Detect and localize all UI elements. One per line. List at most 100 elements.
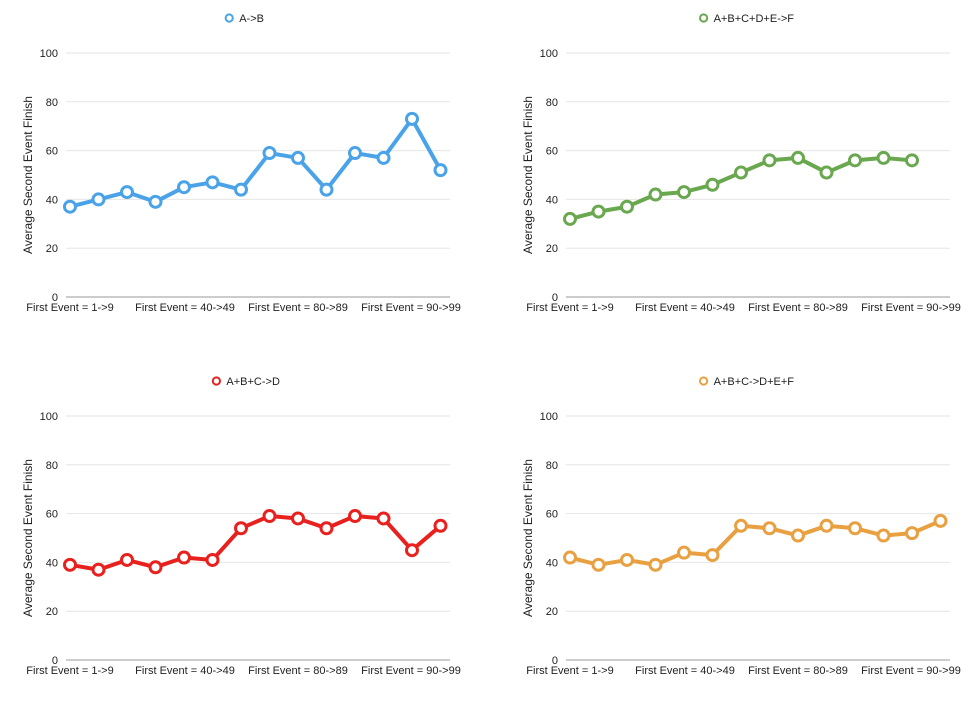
legend: A->B xyxy=(224,13,264,25)
data-point xyxy=(433,518,448,533)
y-tick-label: 40 xyxy=(546,557,558,569)
y-tick-label: 100 xyxy=(40,48,58,60)
legend-marker-icon xyxy=(211,376,221,386)
data-point xyxy=(848,521,862,536)
line-chart: 0 20 40 60 80 100 Average Second Event Finish F… xyxy=(21,13,461,314)
data-point xyxy=(734,518,748,533)
y-tick-label: 0 xyxy=(552,655,558,667)
chart-panel-4: 0 20 40 60 80 100 Average Second Event Finish F… xyxy=(500,363,980,711)
x-tick-label: First Event = 90->99 xyxy=(861,302,961,314)
y-tick-label: 100 xyxy=(540,411,558,423)
y-axis-label: Average Second Event Finish xyxy=(521,96,535,254)
legend-marker-icon xyxy=(699,13,709,23)
data-point xyxy=(677,185,691,200)
data-point xyxy=(91,192,106,207)
data-point xyxy=(933,513,948,528)
data-point xyxy=(876,528,891,543)
data-point xyxy=(319,521,334,536)
data-point xyxy=(620,199,634,214)
data-point xyxy=(148,194,163,209)
data-point xyxy=(177,550,191,565)
y-tick-label: 80 xyxy=(46,460,58,472)
y-tick-label: 100 xyxy=(540,48,558,60)
data-point xyxy=(319,182,334,197)
x-tick-label: First Event = 90->99 xyxy=(361,665,461,677)
data-point xyxy=(791,528,805,543)
x-tick-label: First Event = 80->89 xyxy=(248,302,348,314)
data-point xyxy=(376,511,391,526)
data-point xyxy=(120,552,134,567)
charts-grid: 0 20 40 60 80 100 Average Second Event Finish F… xyxy=(0,0,980,677)
data-point xyxy=(120,185,134,200)
data-point xyxy=(819,518,834,533)
data-point xyxy=(405,111,419,126)
data-point xyxy=(205,175,220,190)
line-chart: 0 20 40 60 80 100 Average Second Event Finish F… xyxy=(21,376,461,677)
y-tick-label: 80 xyxy=(546,97,558,109)
data-point xyxy=(563,211,577,226)
x-tick-label: First Event = 40->49 xyxy=(135,302,235,314)
legend-label: A+B+C->D+E+F xyxy=(714,376,795,388)
x-tick-label: First Event = 1->9 xyxy=(526,302,613,314)
chart-panel-2: 0 20 40 60 80 100 Average Second Event Finish F… xyxy=(500,0,980,348)
data-point xyxy=(91,562,106,577)
y-tick-label: 0 xyxy=(552,292,558,304)
y-tick-label: 40 xyxy=(546,194,558,206)
data-point xyxy=(705,548,720,563)
data-point xyxy=(591,204,606,219)
legend: A+B+C->D+E+F xyxy=(699,376,795,388)
data-point xyxy=(63,199,77,214)
data-point xyxy=(177,180,191,195)
y-axis-label: Average Second Event Finish xyxy=(21,459,35,617)
y-tick-label: 20 xyxy=(546,243,558,255)
data-point xyxy=(905,526,919,541)
y-tick-label: 60 xyxy=(46,146,58,158)
legend: A+B+C+D+E->F xyxy=(699,13,794,25)
data-point xyxy=(734,165,748,180)
data-point xyxy=(791,150,805,165)
data-point xyxy=(205,552,220,567)
data-point xyxy=(762,153,777,168)
y-tick-label: 40 xyxy=(46,194,58,206)
line-chart: 0 20 40 60 80 100 Average Second Event Finish F… xyxy=(521,376,961,677)
legend-marker-icon xyxy=(224,13,234,23)
x-tick-label: First Event = 80->89 xyxy=(248,665,348,677)
y-tick-label: 60 xyxy=(46,509,58,521)
x-tick-label: First Event = 80->89 xyxy=(748,302,848,314)
data-point xyxy=(848,153,862,168)
y-tick-label: 60 xyxy=(546,509,558,521)
data-point xyxy=(348,509,362,524)
y-tick-label: 20 xyxy=(46,606,58,618)
data-point xyxy=(620,552,634,567)
chart-panel-1: 0 20 40 60 80 100 Average Second Event Finish F… xyxy=(0,0,490,348)
x-tick-label: First Event = 40->49 xyxy=(135,665,235,677)
data-point xyxy=(291,150,305,165)
y-tick-label: 80 xyxy=(46,97,58,109)
chart-panel-3: 0 20 40 60 80 100 Average Second Event Finish F… xyxy=(0,363,490,711)
data-point xyxy=(563,550,577,565)
x-tick-label: First Event = 90->99 xyxy=(861,665,961,677)
data-point xyxy=(262,509,277,524)
data-point xyxy=(63,557,77,572)
x-tick-label: First Event = 90->99 xyxy=(361,302,461,314)
y-tick-label: 100 xyxy=(40,411,58,423)
x-tick-label: First Event = 1->9 xyxy=(26,665,113,677)
x-tick-label: First Event = 1->9 xyxy=(26,302,113,314)
data-point xyxy=(591,557,606,572)
y-tick-label: 20 xyxy=(546,606,558,618)
y-tick-label: 0 xyxy=(52,292,58,304)
y-tick-label: 0 xyxy=(52,655,58,667)
data-point xyxy=(876,150,891,165)
y-tick-label: 20 xyxy=(46,243,58,255)
y-tick-label: 80 xyxy=(546,460,558,472)
x-tick-label: First Event = 40->49 xyxy=(635,302,735,314)
data-point xyxy=(148,560,163,575)
y-tick-label: 40 xyxy=(46,557,58,569)
data-point xyxy=(234,521,248,536)
data-point xyxy=(348,146,362,161)
y-tick-label: 60 xyxy=(546,146,558,158)
data-point xyxy=(905,153,919,168)
data-point xyxy=(677,545,691,560)
data-point xyxy=(262,146,277,161)
legend-label: A+B+C->D xyxy=(226,376,280,388)
